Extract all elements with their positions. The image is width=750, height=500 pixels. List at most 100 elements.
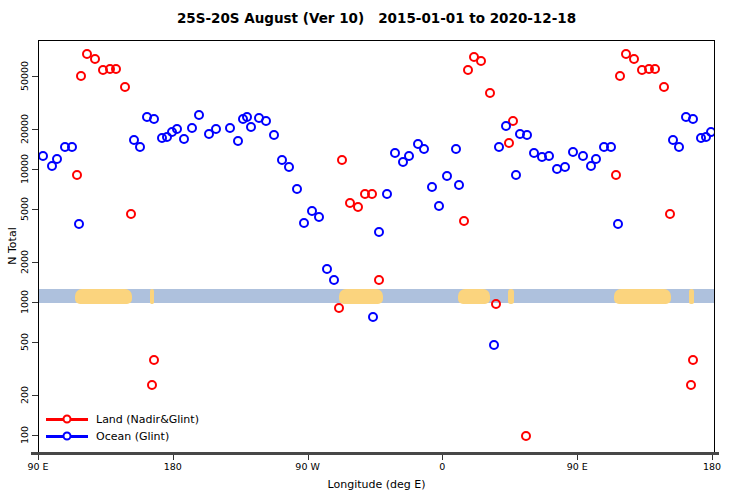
y-tick-label: 20000	[19, 114, 30, 144]
data-point-land	[521, 431, 531, 441]
data-point-land	[485, 88, 495, 98]
data-point-ocean	[591, 154, 601, 164]
x-tick	[577, 455, 578, 460]
data-point-ocean	[442, 171, 452, 181]
data-point-land	[120, 82, 130, 92]
x-tick-label: 0	[439, 461, 445, 472]
data-point-ocean	[368, 312, 378, 322]
y-tick-label: 10000	[19, 154, 30, 184]
data-point-ocean	[179, 134, 189, 144]
data-point-ocean	[454, 180, 464, 190]
data-point-ocean	[269, 130, 279, 140]
data-point-ocean	[606, 142, 616, 152]
data-point-land	[504, 138, 514, 148]
data-point-land	[76, 71, 86, 81]
data-point-land	[665, 209, 675, 219]
y-tick-label: 500	[19, 333, 30, 351]
data-point-ocean	[135, 142, 145, 152]
data-point-ocean	[382, 189, 392, 199]
data-point-ocean	[74, 219, 84, 229]
data-point-ocean	[292, 184, 302, 194]
legend-marker-circle	[63, 432, 72, 441]
data-point-ocean	[489, 340, 499, 350]
data-point-ocean	[233, 136, 243, 146]
data-point-ocean	[568, 147, 578, 157]
x-tick-label: 90 E	[567, 461, 588, 472]
y-tick	[32, 76, 38, 77]
data-point-land	[72, 170, 82, 180]
data-point-ocean	[52, 154, 62, 164]
y-tick-label: 100	[19, 426, 30, 444]
data-point-ocean	[187, 123, 197, 133]
y-tick-label: 200	[19, 386, 30, 404]
data-point-ocean	[511, 170, 521, 180]
legend-label: Land (Nadir&Glint)	[96, 413, 199, 426]
data-point-land	[491, 299, 501, 309]
data-point-ocean	[560, 162, 570, 172]
data-point-ocean	[688, 114, 698, 124]
data-point-ocean	[38, 151, 48, 161]
map-strip-land-south-america	[339, 289, 384, 304]
data-point-ocean	[390, 148, 400, 158]
map-strip-land-australia	[75, 289, 132, 304]
data-point-ocean	[522, 130, 532, 140]
legend-label: Ocean (Glint)	[96, 430, 169, 443]
data-point-ocean	[167, 127, 177, 137]
data-point-ocean	[329, 275, 339, 285]
x-tick	[442, 455, 443, 460]
x-tick	[173, 455, 174, 460]
y-tick	[32, 395, 38, 396]
legend-line	[46, 418, 88, 421]
data-point-land	[463, 65, 473, 75]
data-point-land	[374, 275, 384, 285]
data-point-ocean	[374, 227, 384, 237]
data-point-land	[688, 355, 698, 365]
map-strip-land-new-caledonia	[150, 289, 154, 304]
data-point-ocean	[427, 182, 437, 192]
data-point-land	[337, 155, 347, 165]
x-tick-label: 180	[703, 461, 721, 472]
y-tick	[32, 209, 38, 210]
data-point-ocean	[194, 110, 204, 120]
data-point-land	[629, 54, 639, 64]
y-axis-label: N Total	[6, 227, 19, 264]
data-point-land	[650, 64, 660, 74]
map-strip-ocean	[39, 289, 715, 303]
data-point-ocean	[246, 122, 256, 132]
data-point-ocean	[322, 264, 332, 274]
y-tick-label: 2000	[19, 250, 30, 274]
y-tick-label: 50000	[19, 61, 30, 91]
y-tick	[32, 302, 38, 303]
data-point-land	[334, 303, 344, 313]
data-point-land	[367, 189, 377, 199]
data-point-land	[149, 355, 159, 365]
map-strip-land-australia	[614, 289, 671, 304]
data-point-ocean	[404, 151, 414, 161]
x-tick-label: 90 E	[27, 461, 48, 472]
data-point-ocean	[261, 116, 271, 126]
data-point-land	[659, 82, 669, 92]
data-point-land	[459, 216, 469, 226]
data-point-ocean	[211, 124, 221, 134]
data-point-ocean	[494, 142, 504, 152]
data-point-ocean	[225, 123, 235, 133]
chart-title: 25S-20S August (Ver 10) 2015-01-01 to 20…	[38, 10, 715, 26]
y-tick	[32, 342, 38, 343]
data-point-land	[90, 54, 100, 64]
map-strip-land-madagascar	[508, 289, 514, 304]
y-tick-label: 5000	[19, 197, 30, 221]
data-point-ocean	[419, 144, 429, 154]
legend-line	[46, 435, 88, 438]
data-point-land	[111, 64, 121, 74]
data-point-ocean	[674, 142, 684, 152]
data-point-ocean	[613, 219, 623, 229]
data-point-land	[126, 209, 136, 219]
data-point-ocean	[284, 162, 294, 172]
y-tick	[32, 262, 38, 263]
data-point-ocean	[544, 151, 554, 161]
data-point-ocean	[434, 201, 444, 211]
legend-item: Land (Nadir&Glint)	[46, 411, 199, 427]
x-tick	[308, 455, 309, 460]
data-point-ocean	[706, 127, 715, 137]
map-strip-land-africa	[458, 289, 489, 304]
